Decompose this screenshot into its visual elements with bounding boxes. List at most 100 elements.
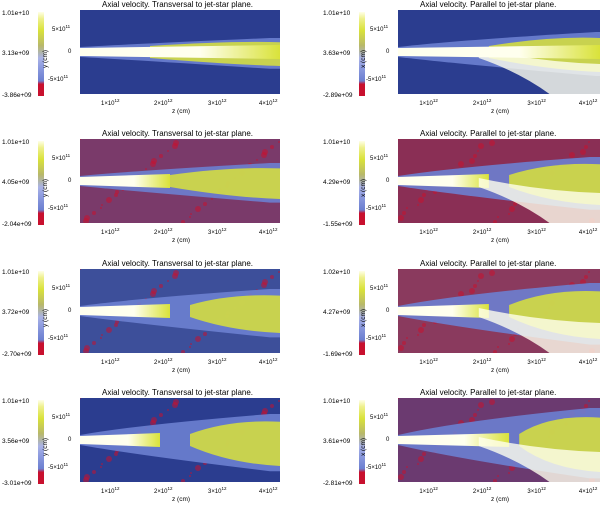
noise-speck	[473, 154, 477, 158]
noise-speck	[100, 337, 102, 339]
noise-speck	[473, 284, 477, 288]
colorbar-min-label: -1.69e+09	[323, 351, 353, 358]
bent-jet-plume	[478, 49, 600, 94]
y-tick-exponent: 11	[381, 333, 387, 338]
plot-panel: Axial velocity. Parallel to jet-star pla…	[300, 0, 600, 128]
x-tick-mantissa: 2×10	[154, 489, 168, 495]
noise-speck	[114, 193, 118, 197]
noise-speck	[406, 207, 408, 209]
x-tick-label: 1×1012	[419, 486, 438, 495]
noise-speck	[417, 463, 419, 465]
noise-speck	[398, 215, 404, 221]
noise-speck	[477, 409, 479, 411]
x-tick-label: 3×1012	[527, 486, 546, 495]
x-tick-label: 3×1012	[208, 486, 227, 495]
x-tick-label: 4×1012	[579, 227, 598, 236]
noise-speck	[150, 420, 156, 426]
velocity-map	[80, 398, 280, 482]
y-tick-mantissa: -5×10	[366, 77, 382, 83]
colorbar-mid-label: 4.29e+09	[323, 179, 351, 186]
y-axis-label: x (cm)	[360, 308, 367, 327]
x-tick-mantissa: 2×10	[472, 360, 487, 366]
colorbar-max-label: 1.01e+10	[2, 398, 30, 405]
noise-speck	[80, 269, 81, 270]
noise-speck	[509, 336, 515, 342]
x-tick-label: 3×1012	[208, 98, 227, 107]
noise-speck	[92, 341, 96, 345]
jet-core	[80, 45, 280, 59]
noise-speck	[167, 150, 169, 152]
y-tick-bottom: -5×1011	[366, 203, 386, 212]
map-svg	[398, 139, 600, 223]
x-tick-mantissa: 4×10	[578, 101, 593, 107]
plot-panel: Axial velocity. Transversal to jet-star …	[0, 388, 300, 516]
x-tick-exponent: 12	[540, 357, 546, 362]
noise-speck	[92, 211, 96, 215]
shocked-region	[190, 295, 280, 333]
jet-core	[80, 304, 170, 318]
colorbar-max-label: 1.01e+10	[323, 10, 351, 17]
noise-speck	[418, 456, 424, 462]
velocity-map	[80, 269, 280, 353]
y-tick-mantissa: -5×10	[48, 77, 64, 83]
velocity-map	[80, 139, 280, 223]
noise-speck	[398, 139, 399, 140]
colorbar-mid-label: 4.27e+09	[323, 309, 351, 316]
x-tick-exponent: 12	[272, 486, 278, 491]
noise-speck	[195, 206, 201, 212]
velocity-map	[398, 10, 600, 94]
noise-speck	[256, 159, 258, 161]
panel-title: Axial velocity. Transversal to jet-star …	[102, 259, 254, 268]
colorbar-max-label: 1.01e+10	[323, 139, 351, 146]
panel-title: Axial velocity. Parallel to jet-star pla…	[420, 129, 557, 138]
colorbar-min-label: -3.86e+09	[2, 92, 32, 99]
map-svg	[80, 398, 280, 482]
y-axis-label: y (cm)	[42, 49, 49, 68]
noise-speck	[477, 150, 479, 152]
x-tick-label: 1×1012	[101, 98, 120, 107]
y-tick-top: 5×1011	[370, 153, 388, 162]
x-tick-mantissa: 1×10	[101, 360, 115, 366]
x-tick-mantissa: 4×10	[259, 360, 273, 366]
noise-speck	[580, 149, 586, 155]
noise-speck	[172, 273, 178, 279]
noise-speck	[190, 472, 192, 474]
velocity-map	[398, 398, 600, 482]
x-tick-exponent: 12	[540, 486, 546, 491]
noise-speck	[101, 463, 103, 465]
velocity-map	[398, 269, 600, 353]
x-tick-label: 4×1012	[259, 98, 278, 107]
noise-speck	[181, 479, 185, 482]
panel-title: Axial velocity. Parallel to jet-star pla…	[420, 259, 557, 268]
colorbar	[38, 12, 44, 96]
y-tick-mantissa: 5×10	[52, 415, 66, 421]
plot-panel: Axial velocity. Parallel to jet-star pla…	[300, 129, 600, 257]
x-tick-exponent: 12	[221, 486, 227, 491]
noise-speck	[584, 145, 588, 149]
y-axis-label: x (cm)	[360, 49, 367, 68]
noise-speck	[80, 139, 81, 140]
y-axis-label: x (cm)	[360, 437, 367, 456]
x-tick-mantissa: 1×10	[101, 489, 115, 495]
colorbar-mid-label: 3.56e+09	[2, 438, 30, 445]
noise-speck	[398, 398, 399, 399]
y-tick-exponent: 11	[63, 462, 69, 467]
noise-speck	[489, 270, 495, 276]
noise-speck	[509, 206, 515, 212]
y-tick-zero: 0	[386, 49, 390, 55]
x-tick-exponent: 12	[221, 227, 227, 232]
colorbar	[38, 400, 44, 484]
plot-panel: Axial velocity. Parallel to jet-star pla…	[300, 259, 600, 387]
x-tick-mantissa: 3×10	[208, 230, 222, 236]
x-tick-exponent: 12	[486, 98, 492, 103]
x-tick-exponent: 12	[486, 486, 492, 491]
x-tick-mantissa: 2×10	[154, 230, 168, 236]
y-tick-mantissa: 5×10	[52, 156, 66, 162]
noise-speck	[402, 470, 406, 474]
x-tick-label: 2×1012	[473, 486, 492, 495]
x-tick-exponent: 12	[272, 98, 278, 103]
noise-speck	[270, 275, 274, 279]
colorbar	[38, 141, 44, 225]
noise-speck	[406, 466, 408, 468]
y-tick-zero: 0	[386, 178, 390, 184]
